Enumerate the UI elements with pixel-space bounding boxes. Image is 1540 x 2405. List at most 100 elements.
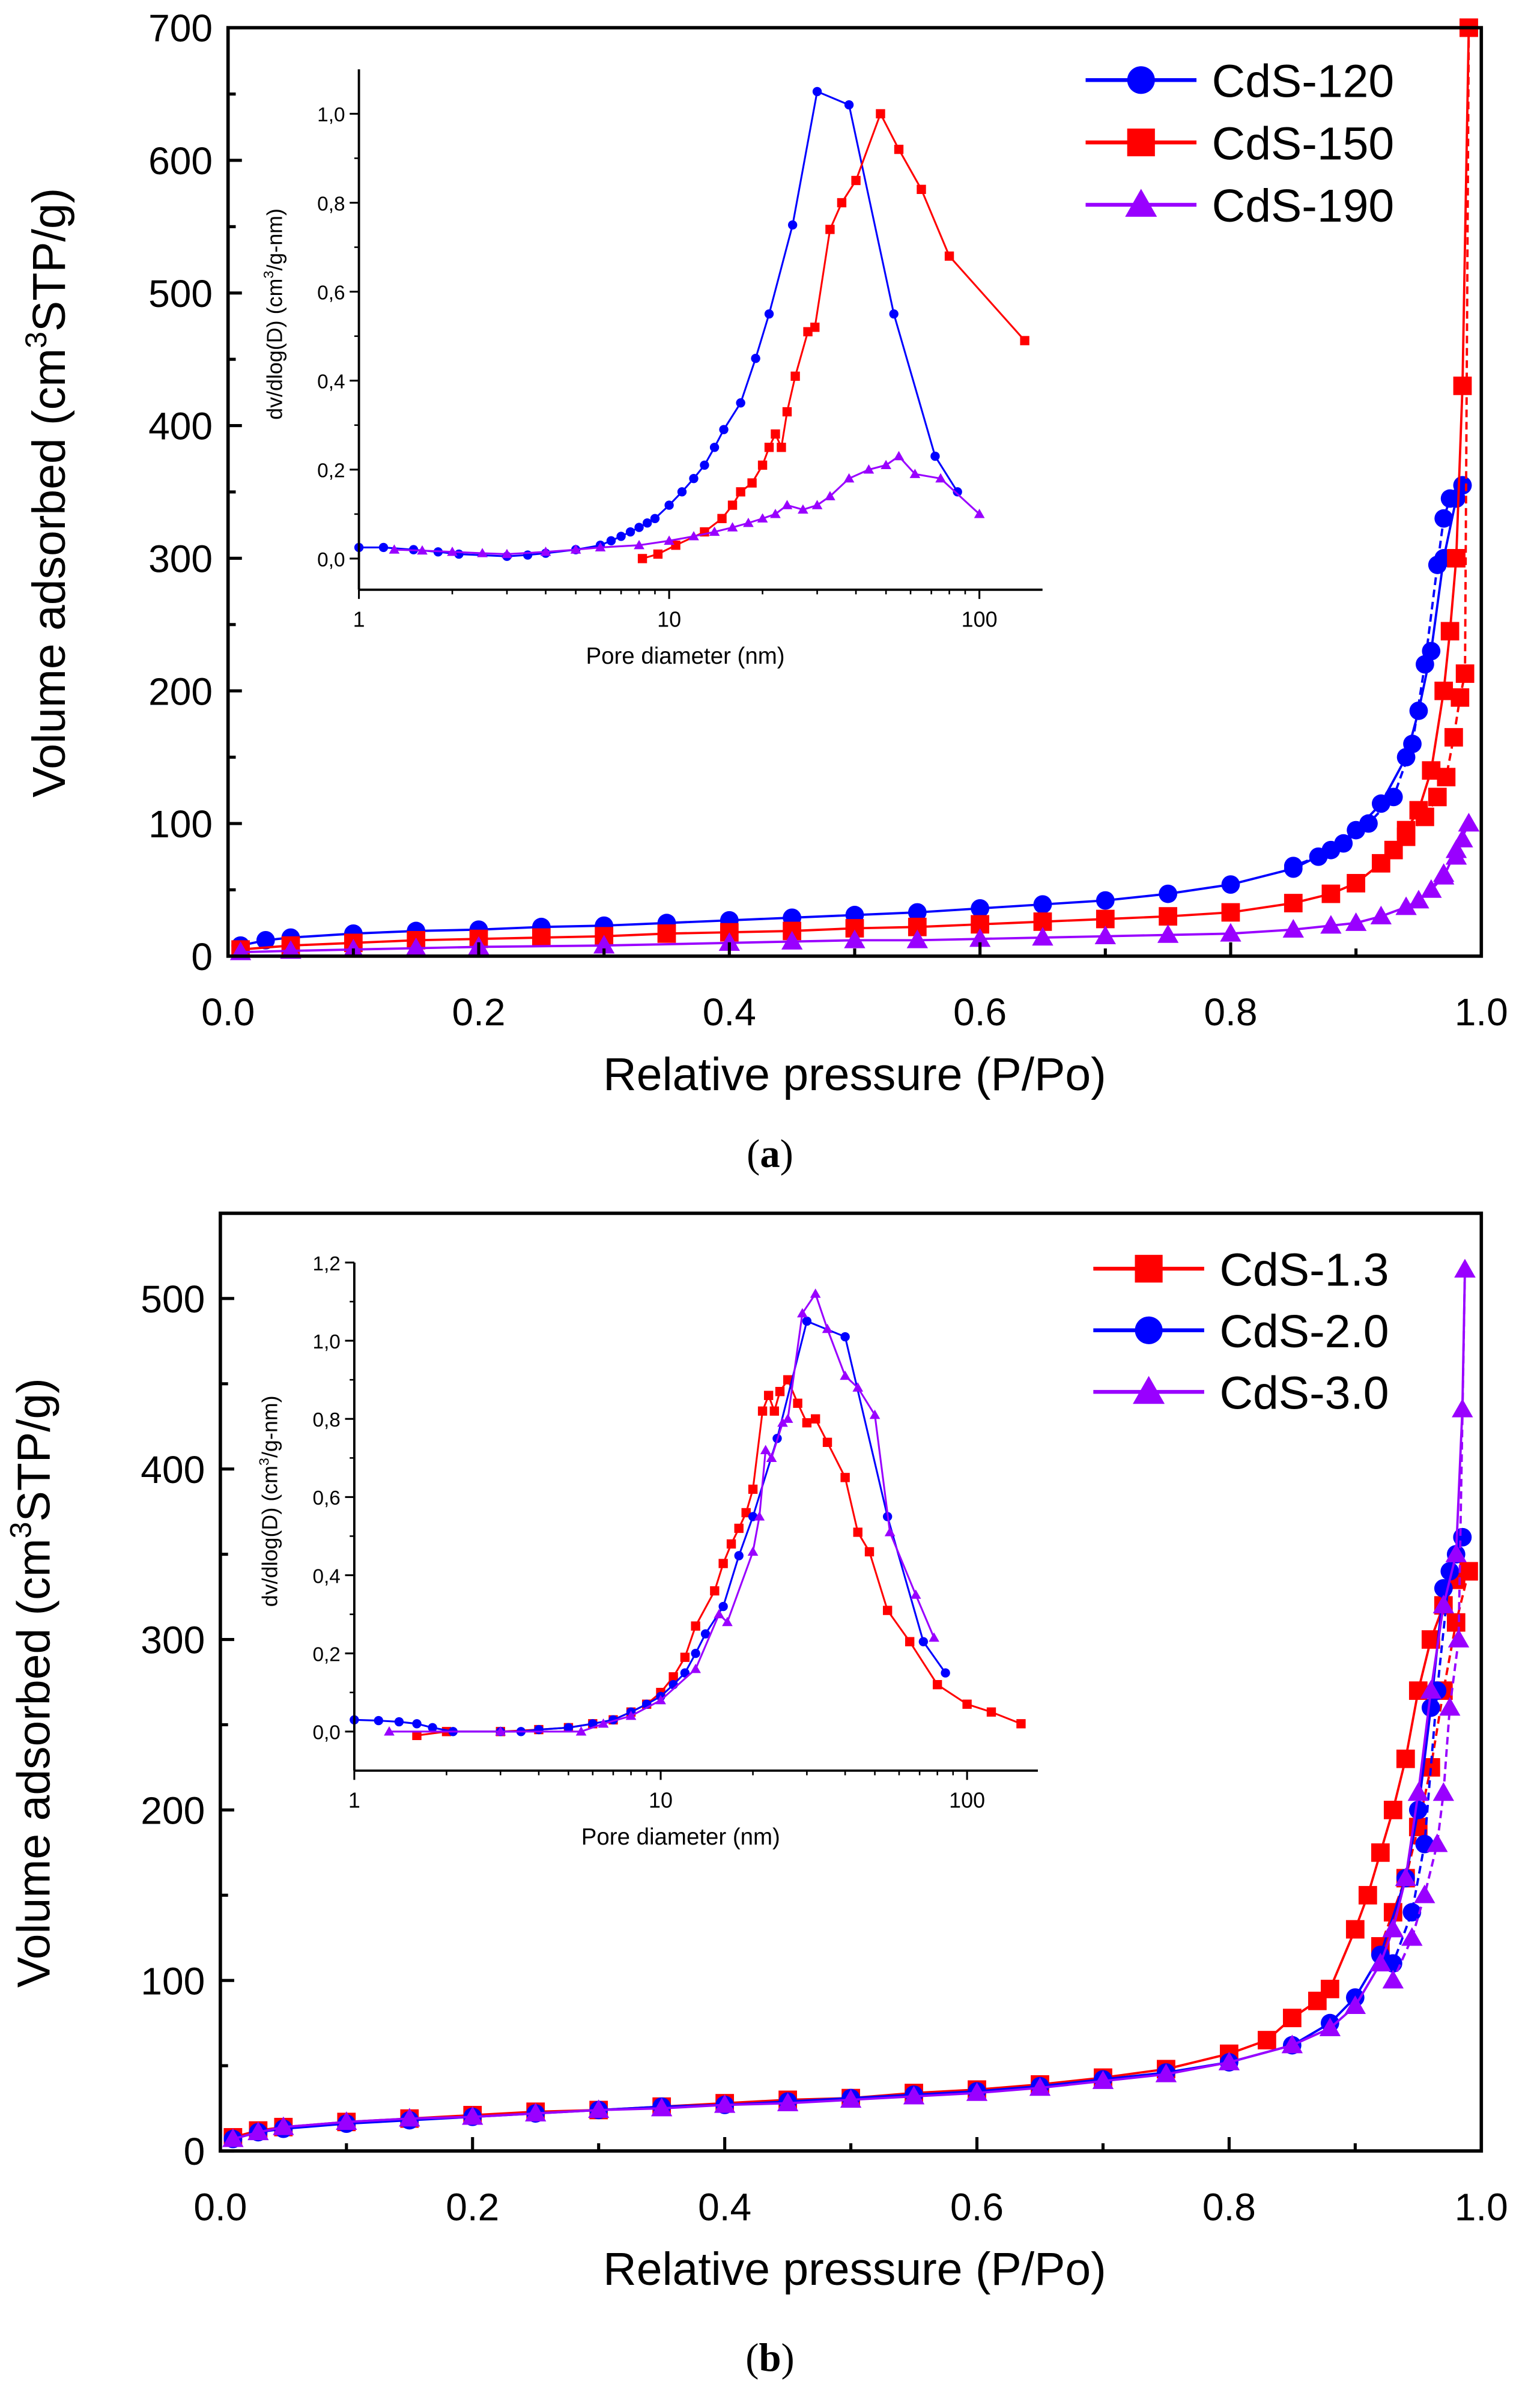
- x-tick-label: 0.0: [193, 2185, 247, 2228]
- inset-CdS-2.0-point: [700, 1629, 711, 1639]
- CdS-120-adsorption-point: [971, 899, 990, 918]
- CdS-190-adsorption-point: [718, 932, 741, 951]
- CdS-190-desorption-point: [1432, 863, 1455, 882]
- CdS-3.0-adsorption-point: [1344, 1995, 1366, 2015]
- inset-CdS-190-point: [743, 517, 754, 527]
- inset-y-axis-label-pre: dv/dlog(D) (cm: [262, 279, 286, 420]
- legend-item: CdS-1.3: [1093, 1244, 1389, 1296]
- caption-close: ): [781, 2337, 795, 2380]
- CdS-3.0-adsorption-point: [222, 2128, 244, 2147]
- legend-item: CdS-190: [1085, 180, 1394, 232]
- CdS-150-adsorption-point: [1453, 376, 1472, 395]
- legend: CdS-120 CdS-150 CdS-190: [1085, 55, 1394, 232]
- inset-chart: 1 10 100 0,0 0,2 0,4 0,6 0,8 1,0 Pore diameter (n…: [261, 69, 1043, 669]
- CdS-150-adsorption-point: [1221, 903, 1240, 922]
- CdS-120-adsorption-point: [256, 930, 275, 950]
- CdS-1.3-desorption-point: [1446, 1613, 1466, 1632]
- inset-CdS-2.0-point: [918, 1637, 929, 1646]
- inset-CdS-2.0-point: [534, 1724, 544, 1735]
- inset-CdS-1.3-point: [734, 1523, 744, 1533]
- inset-CdS-190-point: [502, 548, 512, 559]
- inset-x-tick-label: 1: [348, 1788, 360, 1812]
- CdS-3.0-adsorption-point: [247, 2121, 269, 2141]
- inset-CdS-190-point: [935, 473, 946, 483]
- inset-CdS-2.0-point: [428, 1723, 437, 1732]
- inset-CdS-190-point: [688, 531, 699, 541]
- legend: CdS-1.3 CdS-2.0 CdS-3.0: [1093, 1244, 1389, 1419]
- CdS-150-desorption-point: [1444, 728, 1463, 747]
- inset-CdS-150-point: [717, 514, 727, 523]
- inset-CdS-1.3-point: [810, 1414, 820, 1424]
- x-tick-label: 0.4: [703, 990, 756, 1034]
- inset-CdS-2.0-point: [691, 1648, 700, 1658]
- inset-CdS-120-point: [719, 425, 729, 434]
- inset-CdS-150-point: [747, 478, 757, 488]
- inset-CdS-120-point: [689, 473, 699, 484]
- inset-CdS-190-point: [595, 542, 606, 552]
- inset-x-tick-label: 100: [949, 1788, 985, 1812]
- y-tick-label: 700: [148, 7, 213, 50]
- inset-CdS-3.0-point: [575, 1726, 587, 1736]
- y-tick-label: 200: [141, 1789, 205, 1832]
- CdS-3.0-adsorption-point: [966, 2082, 988, 2101]
- x-axis-label: Relative pressure (P/Po): [603, 2243, 1106, 2295]
- CdS-3.0-adsorption-point: [1432, 1595, 1454, 1614]
- inset-CdS-190-point: [540, 546, 551, 556]
- inset-CdS-190-point: [417, 545, 428, 555]
- inset-CdS-120-point: [930, 451, 940, 461]
- x-tick-label: 0.2: [446, 2185, 499, 2228]
- inset-CdS-150-point: [653, 549, 663, 559]
- inset-CdS-3.0-point: [747, 1546, 759, 1556]
- inset-CdS-1.3-point: [793, 1398, 802, 1408]
- legend-circle-marker: [1135, 1316, 1163, 1344]
- inset-CdS-3.0-point: [797, 1308, 808, 1318]
- CdS-190-adsorption-point: [1420, 879, 1442, 898]
- inset-CdS-190-point: [727, 522, 738, 532]
- y-tick-label: 100: [141, 1959, 205, 2003]
- CdS-3.0-adsorption-point: [1395, 1867, 1417, 1887]
- inset-CdS-150-point: [810, 323, 820, 332]
- CdS-190-adsorption-point: [593, 935, 615, 954]
- inset-CdS-3.0-point: [929, 1632, 939, 1642]
- x-tick-label: 1.0: [1455, 2185, 1508, 2228]
- legend-label: CdS-2.0: [1220, 1306, 1389, 1357]
- inset-CdS-1.3-point: [962, 1699, 972, 1709]
- CdS-3.0-adsorption-point: [1155, 2063, 1177, 2082]
- panel-b: 0.0 0.2 0.4 0.6 0.8 1.0 0 100 200 300 400 500 Relati…: [4, 1212, 1508, 2380]
- inset-CdS-1.3-point: [932, 1680, 942, 1690]
- panel-caption: (b): [745, 2337, 794, 2380]
- CdS-1.3-adsorption-point: [1371, 1843, 1390, 1862]
- inset-CdS-3.0-point: [782, 1413, 793, 1423]
- x-tick-label: 1.0: [1455, 990, 1508, 1034]
- CdS-120-desorption-point: [1440, 489, 1460, 508]
- y-tick-label: 200: [148, 670, 213, 713]
- inset-CdS-1.3-point: [680, 1652, 690, 1662]
- inset-CdS-150-point: [671, 541, 681, 550]
- inset-CdS-150-point: [894, 144, 904, 154]
- CdS-190-adsorption-point: [405, 937, 427, 956]
- y-axis-label-pre: Volume adsorbed (cm: [23, 348, 75, 798]
- inset-CdS-1.3-point: [691, 1621, 700, 1631]
- y-tick-label: 0: [184, 2130, 205, 2173]
- inset-CdS-3.0-point: [495, 1726, 506, 1736]
- inset-CdS-1.3-point: [726, 1539, 736, 1549]
- CdS-3.0-adsorption-point: [588, 2099, 610, 2118]
- plot-area: [222, 1258, 1478, 2149]
- inset-CdS-1.3-point: [905, 1637, 915, 1646]
- inset-CdS-190-point: [447, 546, 458, 556]
- legend-triangle-marker: [1133, 1375, 1165, 1404]
- inset-CdS-2.0-point: [941, 1668, 950, 1678]
- inset-CdS-3.0-point: [655, 1694, 666, 1705]
- legend-item: CdS-120: [1085, 55, 1394, 107]
- legend-circle-marker: [1127, 66, 1155, 94]
- CdS-120-desorption-point: [1284, 857, 1303, 876]
- CdS-3.0-adsorption-point: [840, 2089, 862, 2108]
- CdS-120-desorption-point: [1434, 509, 1454, 528]
- inset-CdS-1.3-point: [710, 1586, 720, 1596]
- CdS-120-adsorption-point: [1033, 895, 1052, 914]
- y-axis-label: Volume adsorbed (cm3STP/g): [19, 188, 75, 798]
- inset-CdS-1.3-point: [783, 1375, 793, 1384]
- CdS-120-adsorption-point: [1159, 884, 1178, 903]
- y-axis-label-sup: 3: [4, 1522, 38, 1539]
